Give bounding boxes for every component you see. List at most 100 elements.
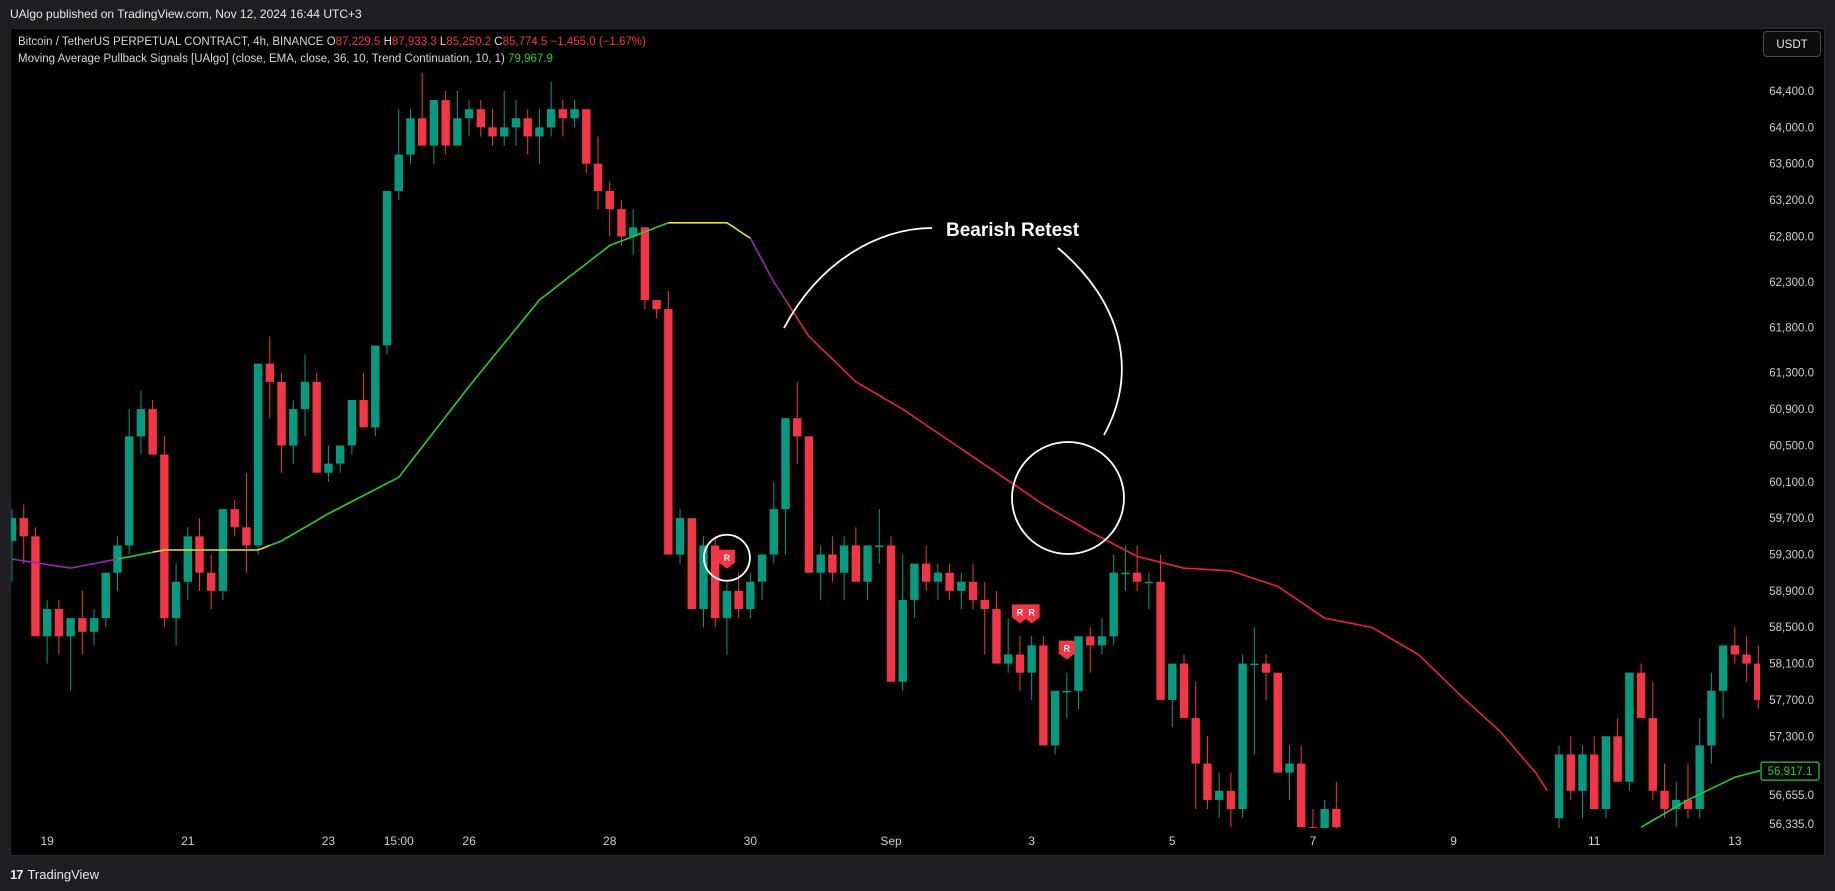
annotation-text: Bearish Retest — [946, 220, 1080, 241]
change-value: −1,455.0 (−1.67%) — [550, 36, 646, 48]
y-tick-label: 64,400.0 — [1769, 86, 1814, 98]
chart-legend: Bitcoin / TetherUS PERPETUAL CONTRACT, 4… — [18, 34, 646, 68]
candle-body — [886, 545, 896, 682]
currency-button[interactable]: USDT — [1763, 31, 1821, 57]
candle-body — [793, 418, 802, 437]
y-tick-label: 59,300.0 — [1769, 550, 1814, 562]
candle-body — [968, 581, 978, 600]
y-tick-label: 58,100.0 — [1769, 659, 1814, 671]
candle-body — [523, 118, 532, 137]
candle-body — [335, 445, 345, 464]
candle-body — [1214, 790, 1224, 800]
footer: 17 TradingView — [0, 858, 1835, 891]
candle-body — [769, 509, 778, 555]
chart-frame[interactable] — [10, 28, 1825, 856]
candle-body — [312, 381, 321, 473]
candle-body — [1203, 763, 1212, 800]
candle-body — [1039, 645, 1048, 746]
x-tick-label: 9 — [1450, 834, 1457, 848]
candle-body — [464, 109, 474, 119]
candle-body — [289, 409, 298, 446]
annotation-circle — [703, 533, 751, 582]
candle-body — [1261, 663, 1271, 673]
retest-signal-label: R — [1017, 607, 1024, 617]
candle-body — [1730, 645, 1740, 655]
indicator-name: Moving Average Pullback Signals [UAlgo] … — [18, 53, 505, 65]
candle-body — [476, 109, 485, 128]
ma-line-green — [1640, 769, 1760, 828]
candle-body — [980, 599, 989, 610]
candle-body — [265, 363, 275, 382]
candle-body — [1578, 754, 1587, 791]
candle-body — [1648, 718, 1657, 791]
candle-body — [382, 190, 392, 346]
y-tick-label: 60,900.0 — [1769, 404, 1814, 416]
indicator-legend-row[interactable]: Moving Average Pullback Signals [UAlgo] … — [18, 51, 646, 68]
y-tick-label: 57,300.0 — [1769, 731, 1814, 743]
x-tick-label: 13 — [1728, 834, 1742, 848]
annotation-arc — [1057, 247, 1123, 436]
ma-line-yellow — [668, 222, 751, 239]
candle-body — [207, 572, 216, 591]
candle-body — [31, 536, 40, 637]
candle-body — [722, 590, 732, 619]
low-label: L — [439, 36, 447, 48]
symbol-legend-row[interactable]: Bitcoin / TetherUS PERPETUAL CONTRACT, 4… — [18, 34, 646, 51]
ma-line-purple — [749, 237, 787, 301]
candle-body — [453, 118, 462, 146]
candle-body — [535, 127, 544, 137]
candle-body — [1590, 754, 1599, 810]
candle-body — [1660, 790, 1669, 810]
candle-body — [1156, 581, 1165, 700]
ma-line-yellow — [152, 544, 271, 553]
y-tick-label: 61,800.0 — [1769, 322, 1814, 334]
candle-body — [945, 572, 954, 591]
candle-body — [42, 609, 52, 637]
candle-body — [1121, 572, 1130, 575]
candle-body — [582, 109, 591, 164]
candle-body — [617, 209, 626, 237]
candle-body — [242, 527, 251, 546]
indicator-value: 79,967.9 — [508, 53, 553, 65]
x-tick-label: Sep — [880, 834, 902, 848]
candle-body — [1179, 663, 1189, 719]
close-value: 85,774.5 — [502, 36, 548, 48]
candle-body — [441, 100, 450, 146]
x-tick-label: 23 — [322, 834, 336, 848]
candle-body — [1226, 790, 1236, 810]
candle-body — [1086, 636, 1095, 646]
candle-body — [1191, 718, 1200, 764]
candle-body — [746, 581, 755, 610]
x-tick-label: 3 — [1028, 834, 1035, 848]
candle-body — [488, 127, 497, 137]
candle-body — [89, 618, 99, 632]
y-tick-label: 60,500.0 — [1769, 440, 1814, 452]
candle-body — [253, 363, 263, 546]
candle-body — [1238, 663, 1247, 810]
candle-body — [839, 545, 849, 573]
candle-body — [1132, 572, 1142, 582]
x-tick-label: 5 — [1169, 834, 1176, 848]
retest-signal-marker — [718, 549, 735, 569]
candle-body — [863, 545, 872, 582]
retest-signal-label: R — [724, 553, 731, 563]
candle-body — [1062, 690, 1071, 693]
candle-body — [54, 609, 64, 637]
candle-body — [101, 572, 110, 619]
y-tick-label: 57,700.0 — [1769, 695, 1814, 707]
y-tick-label: 56,655.0 — [1769, 790, 1814, 802]
candle-body — [125, 436, 134, 546]
candle-body — [1613, 736, 1622, 782]
y-tick-label: 64,000.0 — [1769, 122, 1814, 134]
candle-body — [1004, 654, 1013, 664]
candle-body — [1742, 654, 1751, 664]
candle-body — [933, 572, 943, 582]
publisher-text: UAlgo published on TradingView.com, Nov … — [10, 7, 362, 21]
candle-body — [828, 554, 837, 573]
candle-body — [605, 190, 614, 210]
candle-body — [664, 309, 673, 555]
candle-body — [136, 409, 146, 437]
tradingview-brand[interactable]: 17 TradingView — [10, 858, 99, 891]
